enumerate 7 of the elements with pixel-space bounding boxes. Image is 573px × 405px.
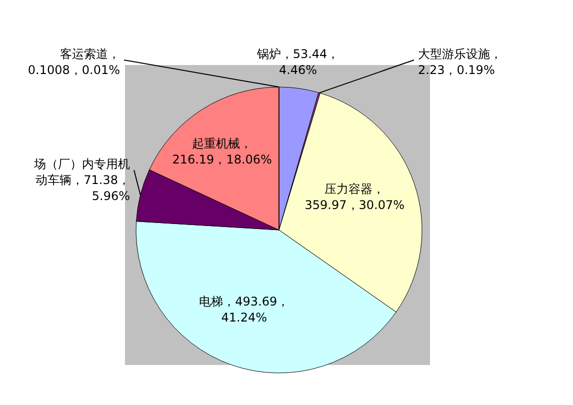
slice-label: 大型游乐设施，2.23，0.19% xyxy=(418,47,502,77)
slice-label: 压力容器，359.97，30.07% xyxy=(304,182,405,212)
slice-label: 客运索道，0.1008，0.01% xyxy=(28,47,120,77)
slice-label: 电梯，493.69，41.24% xyxy=(199,294,290,325)
slice-label: 场（厂）内专用机动车辆，71.38，5.96% xyxy=(33,157,130,203)
slice-label: 起重机械，216.19，18.06% xyxy=(172,136,272,166)
slice-label: 锅炉，53.44，4.46% xyxy=(256,47,340,77)
